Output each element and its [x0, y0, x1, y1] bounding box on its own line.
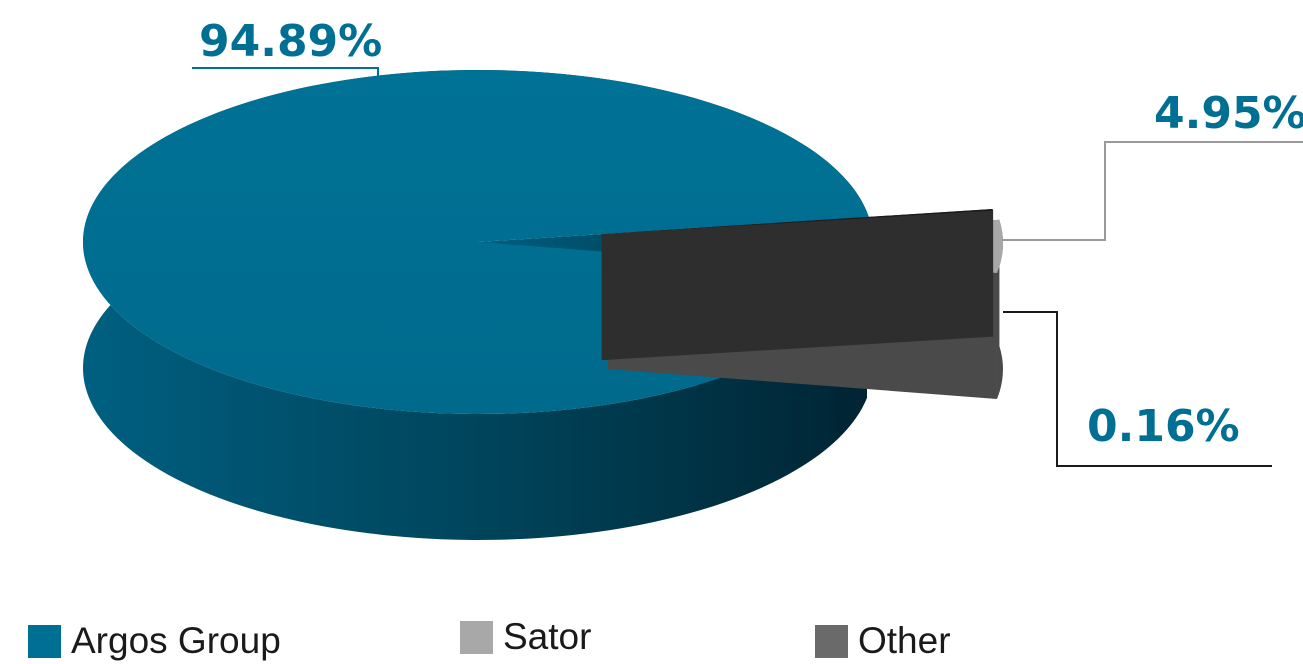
legend-swatch-argos-group: [28, 624, 61, 658]
legend-label-argos-group: Argos Group: [71, 620, 281, 661]
legend-item-sator: Sator: [460, 616, 591, 658]
legend-label-sator: Sator: [503, 616, 592, 657]
legend-item-other: Other: [815, 620, 951, 662]
leader-line-argos-group: [192, 67, 379, 78]
legend-item-argos-group: Argos Group: [28, 620, 281, 662]
legend-swatch-sator: [460, 620, 493, 654]
leader-line-sator: [1002, 141, 1303, 241]
data-label-other: 0.16%: [1087, 401, 1240, 452]
leader-line-other: [1003, 311, 1272, 467]
legend-swatch-other: [815, 624, 848, 658]
pie-slices: [82, 69, 1003, 540]
data-label-argos-group: 94.89%: [199, 16, 382, 67]
legend-label-other: Other: [858, 620, 951, 661]
data-label-sator: 4.95%: [1154, 88, 1303, 139]
pie-slice-other: [601, 208, 994, 361]
